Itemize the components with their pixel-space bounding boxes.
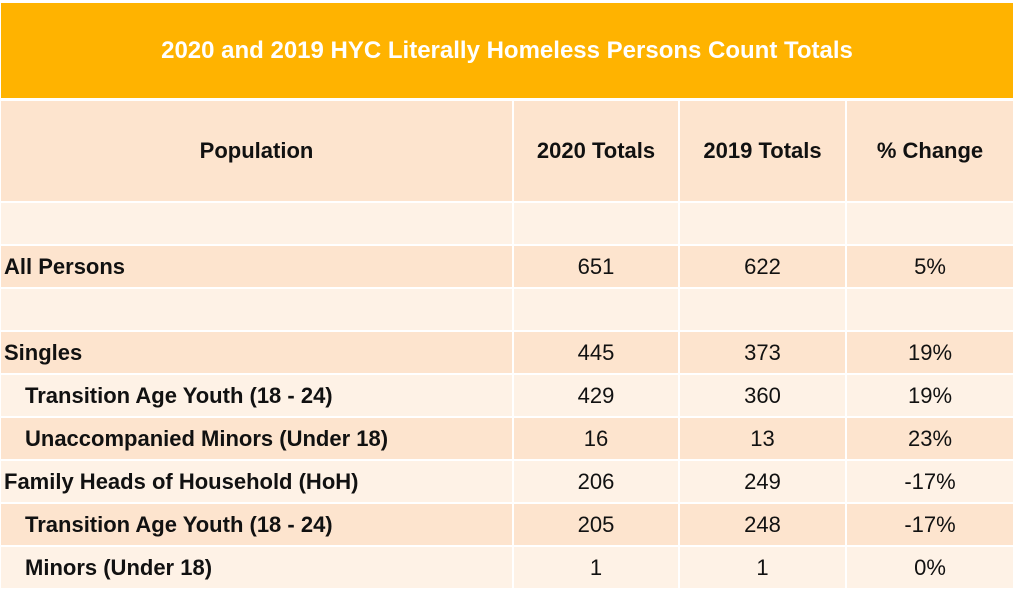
percent-change-cell: 0% — [847, 547, 1013, 588]
table-row: Minors (Under 18) 1 1 0% — [1, 547, 1013, 588]
total-2020-cell: 205 — [514, 504, 678, 545]
total-2020-cell — [514, 289, 678, 330]
population-cell: Transition Age Youth (18 - 24) — [1, 375, 512, 416]
table-row: Family Heads of Household (HoH) 206 249 -17… — [1, 461, 1013, 502]
total-2019-cell: 248 — [680, 504, 845, 545]
population-cell — [1, 289, 512, 330]
population-cell: Minors (Under 18) — [1, 547, 512, 588]
percent-change-cell: -17% — [847, 461, 1013, 502]
population-cell: All Persons — [1, 246, 512, 287]
percent-change-cell: 23% — [847, 418, 1013, 459]
percent-change-cell — [847, 203, 1013, 244]
percent-change-cell: 19% — [847, 332, 1013, 373]
population-cell — [1, 203, 512, 244]
total-2020-cell: 1 — [514, 547, 678, 588]
percent-change-cell — [847, 289, 1013, 330]
total-2020-cell: 445 — [514, 332, 678, 373]
table-title: 2020 and 2019 HYC Literally Homeless Per… — [1, 3, 1013, 98]
population-cell: Singles — [1, 332, 512, 373]
table-row: Unaccompanied Minors (Under 18) 16 13 23% — [1, 418, 1013, 459]
total-2019-cell: 360 — [680, 375, 845, 416]
percent-change-cell: 19% — [847, 375, 1013, 416]
total-2020-cell: 429 — [514, 375, 678, 416]
column-header-percent-change: % Change — [847, 101, 1013, 201]
total-2019-cell: 373 — [680, 332, 845, 373]
total-2020-cell: 16 — [514, 418, 678, 459]
column-header-2019-totals: 2019 Totals — [680, 101, 845, 201]
column-header-2020-totals: 2020 Totals — [514, 101, 678, 201]
homeless-count-table-container: 2020 and 2019 HYC Literally Homeless Per… — [1, 3, 1013, 590]
population-cell: Family Heads of Household (HoH) — [1, 461, 512, 502]
total-2019-cell — [680, 289, 845, 330]
total-2019-cell: 1 — [680, 547, 845, 588]
total-2019-cell: 622 — [680, 246, 845, 287]
total-2020-cell: 651 — [514, 246, 678, 287]
total-2020-cell — [514, 203, 678, 244]
column-header-population: Population — [1, 101, 512, 201]
population-cell: Transition Age Youth (18 - 24) — [1, 504, 512, 545]
table-row — [1, 289, 1013, 330]
total-2020-cell: 206 — [514, 461, 678, 502]
percent-change-cell: 5% — [847, 246, 1013, 287]
table-row — [1, 203, 1013, 244]
percent-change-cell: -17% — [847, 504, 1013, 545]
table-row: All Persons 651 622 5% — [1, 246, 1013, 287]
total-2019-cell — [680, 203, 845, 244]
table-row: Singles 445 373 19% — [1, 332, 1013, 373]
total-2019-cell: 13 — [680, 418, 845, 459]
homeless-count-table: Population 2020 Totals 2019 Totals % Cha… — [0, 99, 1015, 590]
table-row: Transition Age Youth (18 - 24) 205 248 -17% — [1, 504, 1013, 545]
table-row: Transition Age Youth (18 - 24) 429 360 19% — [1, 375, 1013, 416]
header-row: Population 2020 Totals 2019 Totals % Cha… — [1, 101, 1013, 201]
total-2019-cell: 249 — [680, 461, 845, 502]
population-cell: Unaccompanied Minors (Under 18) — [1, 418, 512, 459]
